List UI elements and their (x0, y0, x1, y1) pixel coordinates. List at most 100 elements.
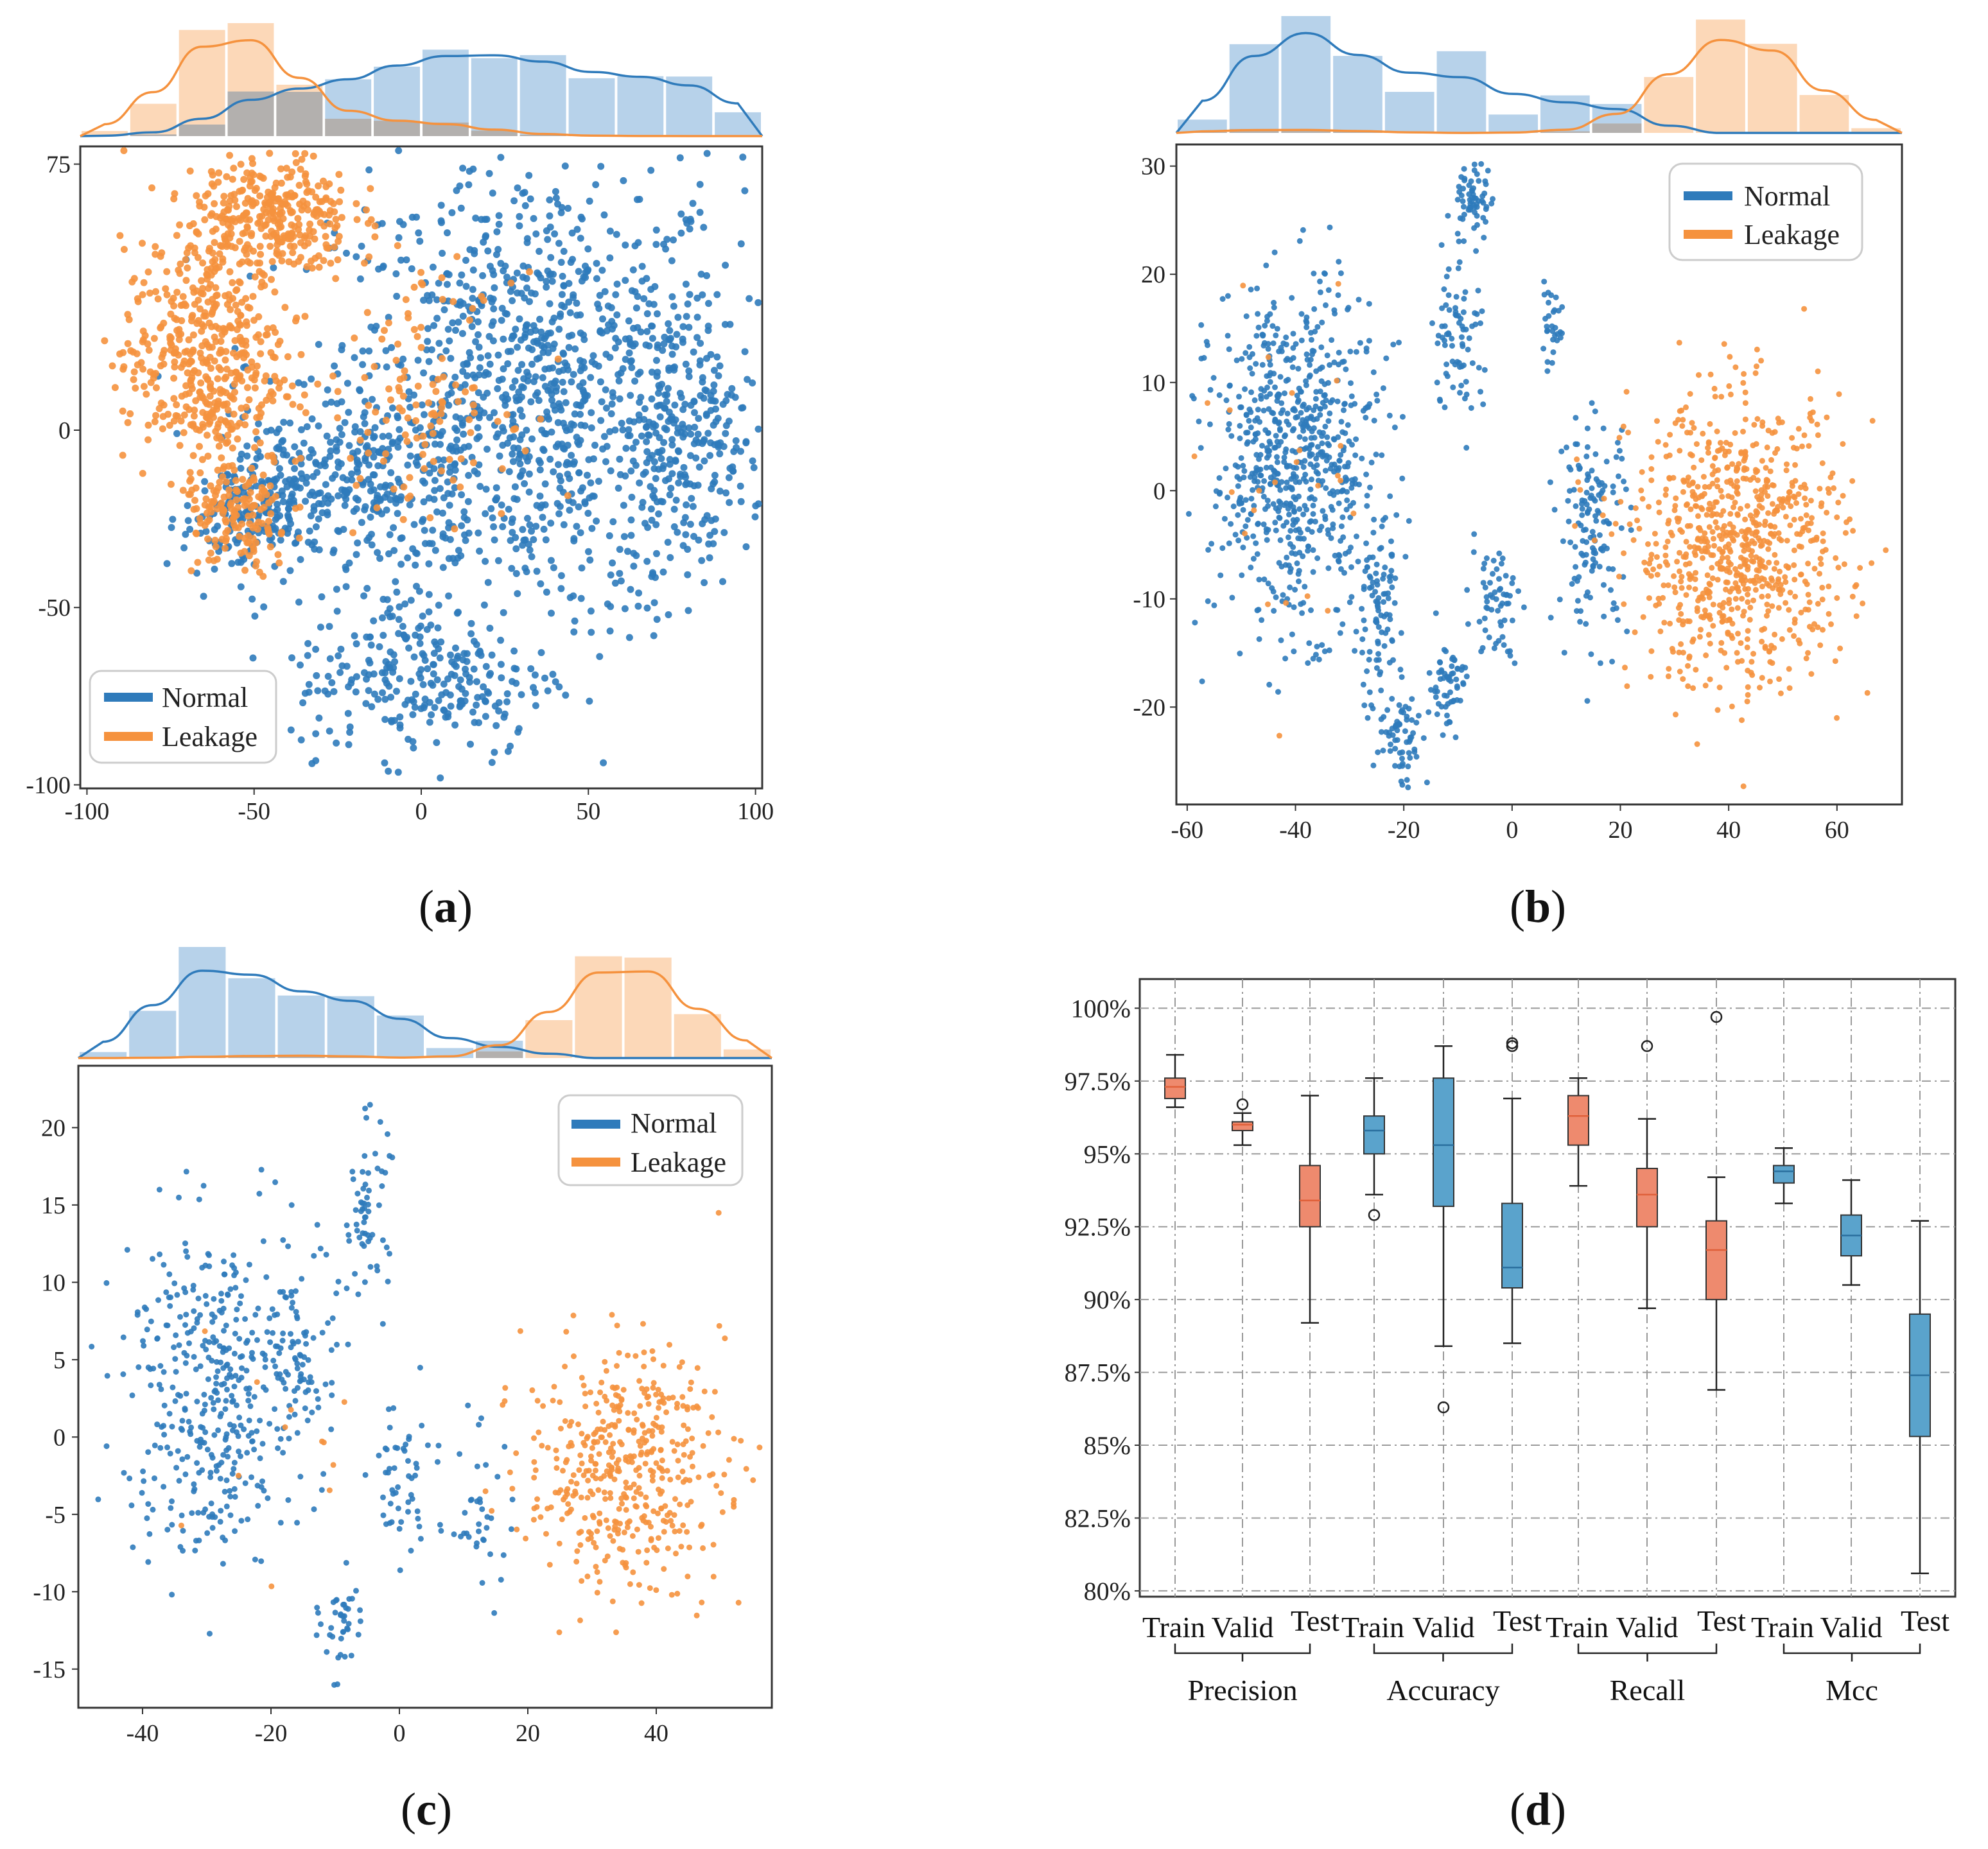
point-normal (462, 665, 469, 673)
point-leakage (1740, 379, 1747, 386)
point-normal (1561, 650, 1567, 656)
point-normal (613, 311, 621, 318)
point-normal (606, 532, 613, 539)
point-normal (295, 379, 302, 386)
legend-normal-swatch (104, 693, 153, 702)
point-normal (1501, 642, 1507, 648)
point-normal (701, 579, 708, 586)
point-leakage (1792, 577, 1798, 583)
point-normal (1610, 489, 1616, 496)
point-leakage (206, 392, 214, 400)
point-normal (581, 422, 589, 430)
point-normal (462, 282, 470, 290)
point-normal (1463, 391, 1470, 397)
point-normal (1251, 397, 1258, 403)
point-leakage (252, 184, 260, 192)
point-normal (1225, 494, 1230, 501)
point-normal (1257, 419, 1263, 425)
point-normal (1434, 711, 1440, 717)
point-normal (467, 620, 475, 627)
point-normal (211, 566, 218, 573)
point-normal (1466, 335, 1472, 342)
point-normal (713, 353, 721, 361)
point-normal (1479, 645, 1486, 651)
point-normal (526, 298, 533, 306)
point-normal (1246, 343, 1253, 350)
point-normal (627, 392, 634, 399)
point-normal (419, 681, 427, 688)
point-leakage (143, 390, 150, 398)
point-normal (652, 521, 660, 528)
point-normal (485, 672, 493, 679)
point-leakage (176, 221, 184, 229)
point-normal (742, 543, 750, 551)
point-leakage (439, 295, 446, 303)
point-normal (446, 463, 454, 471)
point-leakage (371, 222, 379, 230)
point-leakage (242, 209, 250, 217)
point-normal (510, 495, 518, 503)
point-normal (406, 452, 414, 460)
point-normal (370, 670, 378, 678)
point-leakage (215, 169, 223, 177)
point-normal (552, 443, 560, 451)
point-normal (460, 514, 468, 521)
point-normal (437, 440, 444, 448)
point-leakage (198, 327, 205, 335)
point-leakage (226, 152, 234, 159)
point-leakage (203, 270, 211, 278)
point-normal (562, 691, 570, 699)
point-normal (540, 525, 548, 533)
point-leakage (274, 551, 282, 559)
point-normal (1438, 668, 1445, 675)
point-normal (534, 269, 541, 277)
point-leakage (1786, 494, 1792, 501)
point-normal (1550, 349, 1556, 356)
point-normal (447, 354, 455, 362)
point-leakage (329, 200, 337, 207)
point-normal (536, 492, 544, 500)
point-leakage (227, 306, 234, 313)
point-leakage (1713, 519, 1719, 525)
point-leakage (297, 166, 304, 173)
point-normal (286, 498, 293, 505)
point-normal (1337, 630, 1343, 636)
point-leakage (1711, 543, 1718, 549)
point-normal (464, 372, 471, 379)
point-leakage (402, 296, 410, 304)
point-normal (440, 681, 448, 688)
point-leakage (1754, 346, 1760, 352)
point-normal (652, 226, 660, 234)
point-leakage (228, 394, 236, 401)
point-normal (1558, 448, 1565, 455)
point-normal (548, 396, 555, 404)
point-normal (1399, 475, 1406, 482)
point-leakage (1802, 485, 1809, 492)
point-leakage (452, 381, 460, 389)
point-normal (393, 293, 401, 300)
point-leakage (1748, 558, 1755, 564)
point-normal (666, 491, 674, 499)
point-leakage (230, 164, 238, 172)
point-normal (1320, 478, 1326, 484)
point-normal (1469, 360, 1476, 367)
point-normal (541, 430, 548, 437)
point-normal (1241, 468, 1248, 474)
point-leakage (245, 496, 253, 503)
point-leakage (257, 350, 265, 358)
point-normal (595, 478, 602, 485)
point-normal (708, 517, 715, 525)
point-normal (638, 263, 646, 270)
point-normal (478, 693, 486, 700)
point-normal (1275, 508, 1282, 514)
point-leakage (507, 279, 515, 287)
point-leakage (215, 442, 223, 450)
point-leakage (202, 312, 209, 320)
point-leakage (186, 469, 194, 476)
point-leakage (1662, 442, 1669, 448)
point-normal (683, 313, 690, 320)
point-leakage (1775, 530, 1782, 536)
point-normal (1359, 649, 1365, 655)
point-leakage (152, 250, 159, 258)
point-leakage (188, 385, 196, 392)
